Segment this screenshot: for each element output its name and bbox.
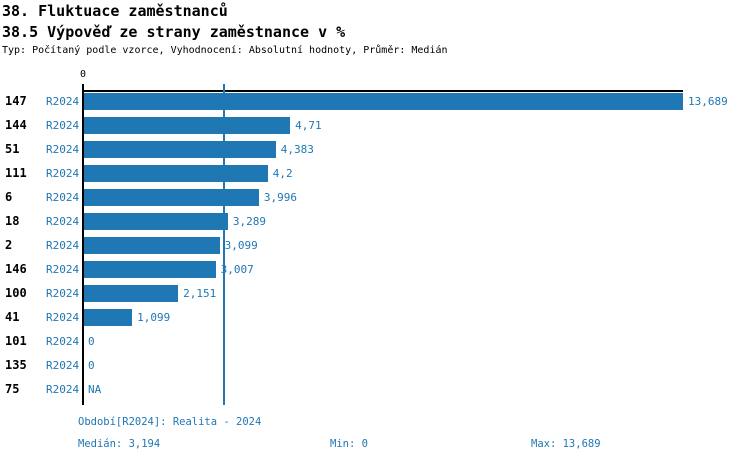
series-year-label: R2024 — [46, 214, 80, 228]
bar — [84, 188, 259, 206]
category-label: 100 — [5, 285, 27, 300]
value-label: 0 — [88, 334, 95, 348]
category-label: 6 — [5, 189, 13, 204]
series-year-label: R2024 — [46, 166, 80, 180]
bar — [84, 284, 179, 302]
x-axis-line — [82, 90, 683, 92]
series-year-label: R2024 — [46, 118, 80, 132]
series-year-label: R2024 — [46, 238, 80, 252]
bar — [84, 92, 683, 110]
chart-row: 41 R2024 1,099 — [0, 308, 750, 326]
chart-row: 111 R2024 4,2 — [0, 164, 750, 182]
series-year-label: R2024 — [46, 358, 80, 372]
bar — [84, 116, 291, 134]
chart-row: 135 R2024 0 — [0, 357, 750, 374]
value-label: NA — [88, 382, 102, 396]
value-label: 4,71 — [295, 118, 322, 132]
category-label: 146 — [5, 261, 27, 276]
series-year-label: R2024 — [46, 94, 80, 108]
bar — [84, 260, 216, 278]
chart-row: 2 R2024 3,099 — [0, 236, 750, 254]
chart-row: 147 R2024 13,689 — [0, 92, 750, 110]
chart-row: 6 R2024 3,996 — [0, 188, 750, 206]
footer-period: Období[R2024]: Realita - 2024 — [78, 416, 262, 428]
report-meta-line: Typ: Počítaný podle vzorce, Vyhodnocení:… — [2, 45, 448, 56]
series-year-label: R2024 — [46, 310, 80, 324]
footer-min-stat: Min: 0 — [330, 438, 368, 450]
x-axis-zero-tick — [82, 84, 84, 90]
category-label: 101 — [5, 333, 27, 348]
value-label: 0 — [88, 358, 95, 372]
value-label: 3,099 — [224, 238, 258, 252]
chart-row: 18 R2024 3,289 — [0, 212, 750, 230]
series-year-label: R2024 — [46, 382, 80, 396]
series-year-label: R2024 — [46, 286, 80, 300]
x-axis-zero-tick-label: 0 — [79, 69, 87, 80]
median-line — [222, 84, 225, 405]
category-label: 18 — [5, 213, 20, 228]
bar — [84, 140, 276, 158]
category-label: 51 — [5, 141, 20, 156]
chart-row: 75 R2024 NA — [0, 381, 750, 398]
chart-row: 101 R2024 0 — [0, 333, 750, 350]
value-label: 3,996 — [263, 190, 297, 204]
series-year-label: R2024 — [46, 142, 80, 156]
value-label: 4,383 — [280, 142, 314, 156]
chart-row: 100 R2024 2,151 — [0, 284, 750, 302]
category-label: 41 — [5, 309, 20, 324]
series-year-label: R2024 — [46, 262, 80, 276]
category-label: 75 — [5, 381, 20, 396]
category-label: 144 — [5, 117, 27, 132]
category-label: 135 — [5, 357, 27, 372]
category-label: 2 — [5, 237, 13, 252]
value-label: 3,289 — [232, 214, 267, 228]
chart-row: 146 R2024 3,007 — [0, 260, 750, 278]
series-year-label: R2024 — [46, 190, 80, 204]
value-label: 2,151 — [183, 286, 217, 300]
category-label: 111 — [5, 165, 27, 180]
category-label: 147 — [5, 93, 27, 108]
value-label: 3,007 — [220, 262, 254, 276]
bar — [84, 164, 268, 182]
chart-row: 144 R2024 4,71 — [0, 116, 750, 134]
value-label: 13,689 — [688, 94, 728, 108]
chart-row: 51 R2024 4,383 — [0, 140, 750, 158]
footer-max-stat: Max: 13,689 — [531, 438, 601, 450]
footer-median-stat: Medián: 3,194 — [78, 438, 161, 450]
value-label: 4,2 — [272, 166, 293, 180]
bar — [84, 308, 133, 326]
bar — [84, 212, 228, 230]
series-year-label: R2024 — [46, 334, 80, 348]
report-title: 38. Fluktuace zaměstnanců — [2, 2, 228, 20]
report-subtitle: 38.5 Výpověď ze strany zaměstnance v % — [2, 23, 346, 41]
value-label: 1,099 — [137, 310, 171, 324]
bar — [84, 236, 220, 254]
y-axis-line — [82, 90, 84, 405]
